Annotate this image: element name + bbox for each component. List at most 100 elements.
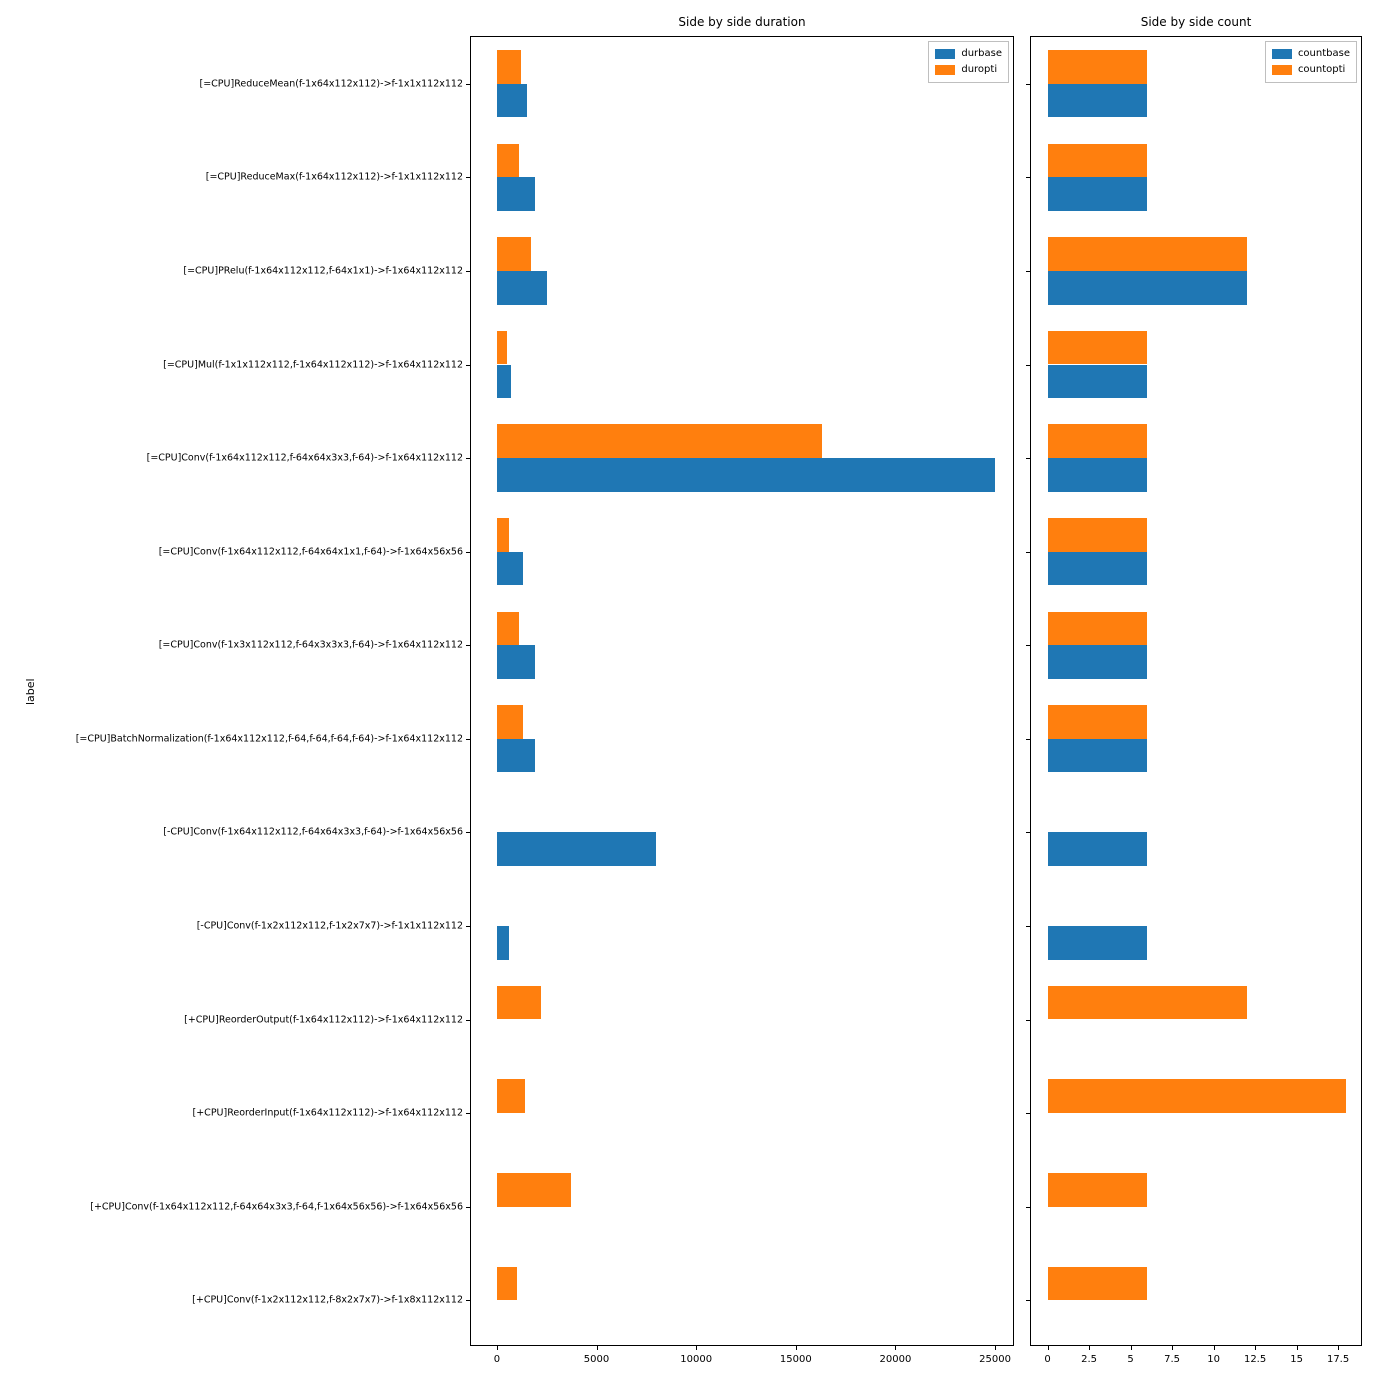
legend-item: countopti: [1272, 62, 1350, 78]
bar-opti: [1048, 612, 1148, 646]
legend-label: durbase: [961, 46, 1002, 62]
bar-opti: [497, 518, 509, 552]
bar-base: [1048, 458, 1148, 492]
x-tick: [995, 1345, 996, 1350]
bar-opti: [1048, 1079, 1347, 1113]
bar-opti: [1048, 1267, 1148, 1301]
y-tick: [1026, 832, 1031, 833]
count-legend: countbase countopti: [1265, 41, 1357, 83]
bar-base: [497, 177, 535, 211]
bar-base: [497, 271, 547, 305]
x-tick-label: 15: [1290, 1354, 1303, 1365]
x-tick-label: 10000: [680, 1354, 712, 1365]
x-tick: [1297, 1345, 1298, 1350]
bar-opti: [1048, 237, 1247, 271]
x-tick: [796, 1345, 797, 1350]
bar-opti: [1048, 50, 1148, 84]
bar-opti: [1048, 705, 1148, 739]
bar-opti: [1048, 518, 1148, 552]
bar-opti: [1048, 1173, 1148, 1207]
legend-swatch-opti: [1272, 65, 1292, 75]
x-tick: [1255, 1345, 1256, 1350]
y-tick: [1026, 1207, 1031, 1208]
x-tick-label: 25000: [979, 1354, 1011, 1365]
category-label: [+CPU]Conv(f-1x64x112x112,f-64x64x3x3,f-…: [90, 1201, 471, 1212]
bar-opti: [497, 424, 822, 458]
x-tick: [597, 1345, 598, 1350]
bar-opti: [1048, 986, 1247, 1020]
legend-item: durbase: [935, 46, 1002, 62]
x-tick: [696, 1345, 697, 1350]
y-tick: [1026, 458, 1031, 459]
category-label: [=CPU]ReduceMean(f-1x64x112x112)->f-1x1x…: [200, 78, 472, 89]
bar-base: [497, 365, 511, 399]
bar-base: [497, 926, 509, 960]
category-label: [=CPU]BatchNormalization(f-1x64x112x112,…: [76, 733, 471, 744]
x-tick: [895, 1345, 896, 1350]
y-tick: [1026, 739, 1031, 740]
bar-base: [497, 739, 535, 773]
category-label: [=CPU]PRelu(f-1x64x112x112,f-64x1x1)->f-…: [183, 265, 471, 276]
legend-swatch-base: [935, 49, 955, 59]
x-tick-label: 5000: [584, 1354, 609, 1365]
legend-label: countopti: [1298, 62, 1345, 78]
bar-opti: [497, 1267, 517, 1301]
bar-opti: [1048, 331, 1148, 365]
bar-opti: [497, 1173, 571, 1207]
x-tick-label: 15000: [780, 1354, 812, 1365]
category-label: [+CPU]ReorderInput(f-1x64x112x112)->f-1x…: [193, 1108, 471, 1119]
x-tick-label: 7.5: [1164, 1354, 1180, 1365]
bar-base: [497, 84, 527, 118]
y-tick: [1026, 177, 1031, 178]
bar-base: [497, 645, 535, 679]
bar-opti: [497, 331, 507, 365]
bar-opti: [497, 705, 523, 739]
bar-opti: [497, 144, 519, 178]
legend-item: duropti: [935, 62, 1002, 78]
category-label: [=CPU]Mul(f-1x1x112x112,f-1x64x112x112)-…: [163, 359, 471, 370]
x-tick: [1172, 1345, 1173, 1350]
x-tick-label: 12.5: [1244, 1354, 1266, 1365]
y-axis-label: label: [24, 678, 37, 705]
duration-chart: Side by side duration durbase duropti 05…: [470, 36, 1014, 1346]
bar-opti: [497, 986, 541, 1020]
x-tick: [1131, 1345, 1132, 1350]
y-tick: [1026, 1300, 1031, 1301]
x-tick-label: 20000: [880, 1354, 912, 1365]
category-label: [-CPU]Conv(f-1x64x112x112,f-64x64x3x3,f-…: [163, 827, 471, 838]
y-tick: [1026, 365, 1031, 366]
legend-item: countbase: [1272, 46, 1350, 62]
legend-label: countbase: [1298, 46, 1350, 62]
y-tick: [1026, 84, 1031, 85]
bar-opti: [497, 237, 531, 271]
figure: label Side by side duration durbase duro…: [0, 0, 1400, 1400]
x-tick: [497, 1345, 498, 1350]
bar-base: [1048, 832, 1148, 866]
x-tick: [1048, 1345, 1049, 1350]
y-tick: [1026, 552, 1031, 553]
bar-base: [1048, 177, 1148, 211]
legend-swatch-opti: [935, 65, 955, 75]
x-tick-label: 0: [1044, 1354, 1050, 1365]
category-label: [+CPU]ReorderOutput(f-1x64x112x112)->f-1…: [184, 1014, 471, 1025]
legend-label: duropti: [961, 62, 997, 78]
category-label: [=CPU]ReduceMax(f-1x64x112x112)->f-1x1x1…: [206, 172, 471, 183]
category-label: [=CPU]Conv(f-1x3x112x112,f-64x3x3x3,f-64…: [159, 640, 471, 651]
y-tick: [1026, 645, 1031, 646]
x-tick: [1338, 1345, 1339, 1350]
duration-chart-title: Side by side duration: [471, 15, 1013, 29]
bar-base: [1048, 271, 1247, 305]
bar-opti: [497, 612, 519, 646]
bar-opti: [1048, 144, 1148, 178]
bar-opti: [1048, 424, 1148, 458]
y-tick: [1026, 271, 1031, 272]
count-chart: Side by side count countbase countopti 0…: [1030, 36, 1362, 1346]
x-tick-label: 0: [494, 1354, 500, 1365]
duration-legend: durbase duropti: [928, 41, 1009, 83]
x-tick-label: 5: [1127, 1354, 1133, 1365]
bar-base: [1048, 552, 1148, 586]
category-label: [+CPU]Conv(f-1x2x112x112,f-8x2x7x7)->f-1…: [192, 1295, 471, 1306]
bar-base: [1048, 645, 1148, 679]
bar-base: [1048, 926, 1148, 960]
count-chart-title: Side by side count: [1031, 15, 1361, 29]
